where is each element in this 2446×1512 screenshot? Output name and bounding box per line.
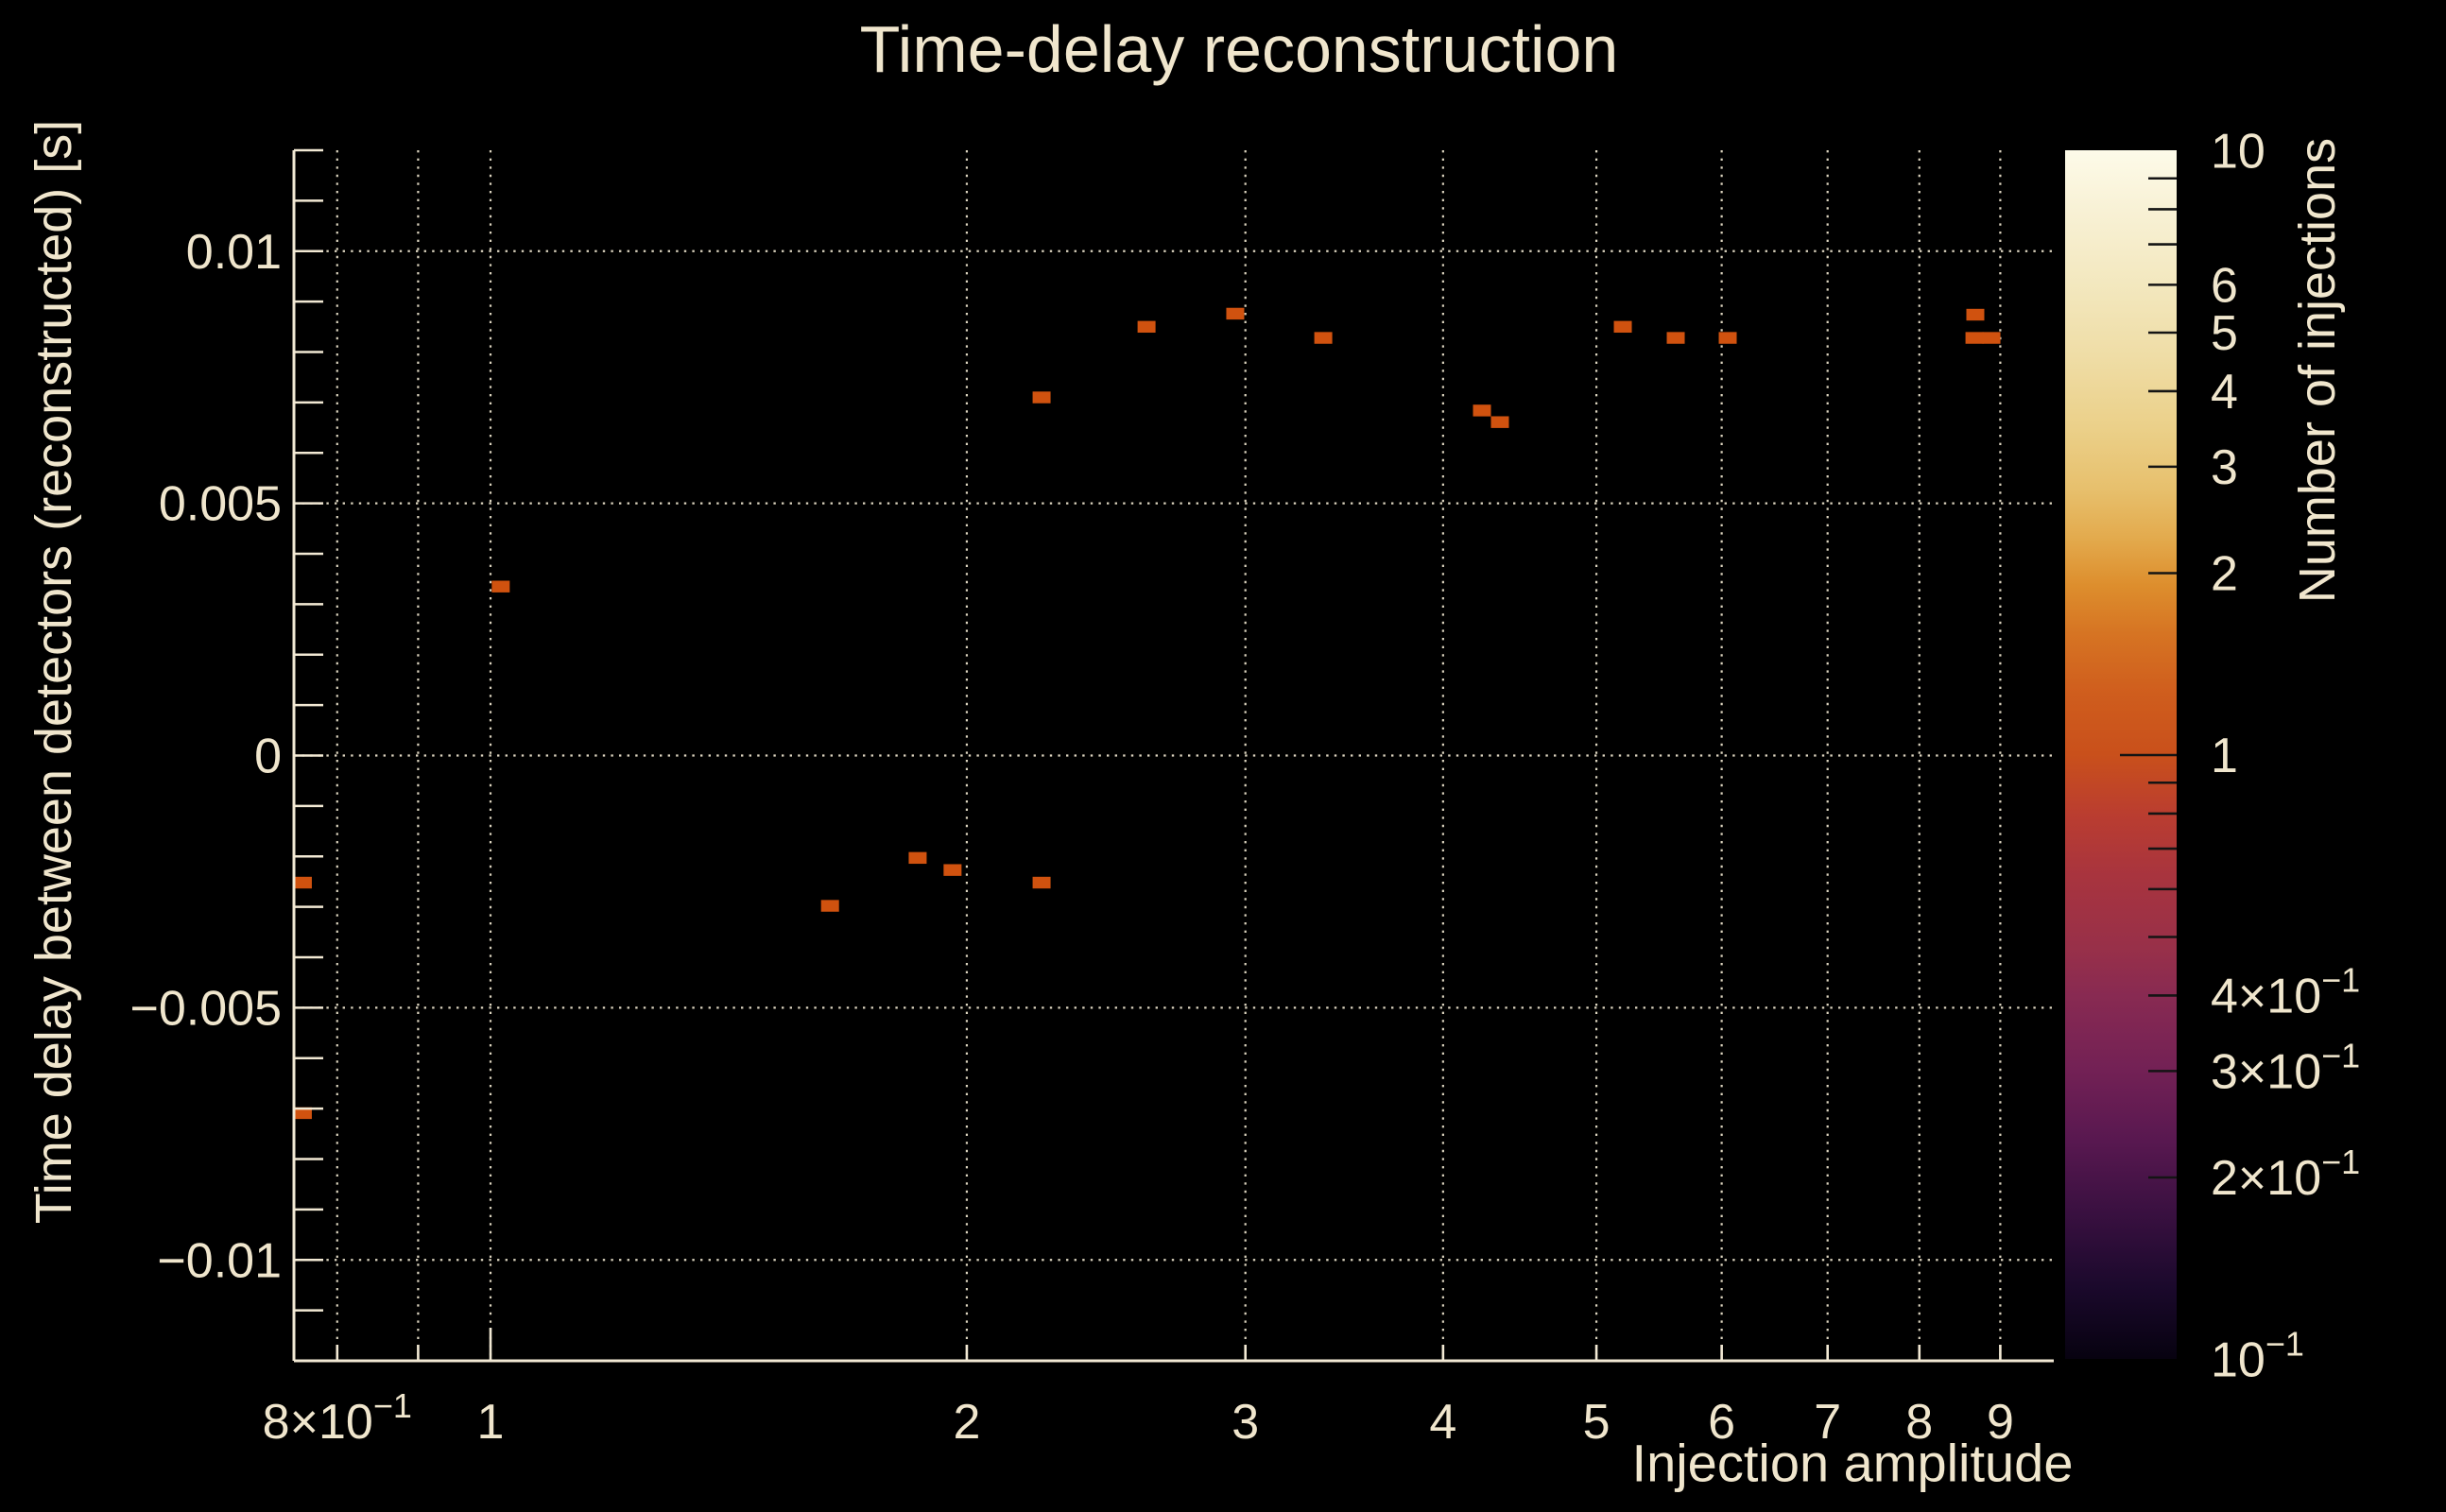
colorbar-tick-label: 1: [2211, 729, 2238, 783]
x-axis-label: Injection amplitude: [1631, 1433, 2074, 1493]
histogram-bin: [908, 851, 927, 865]
x-tick-label: 4: [1429, 1395, 1456, 1450]
histogram-bin: [293, 1107, 312, 1120]
gridlines: [294, 150, 2054, 1361]
colorbar-ticks: [2120, 177, 2177, 1179]
colorbar-tick-label: 4×10−1: [2211, 960, 2360, 1023]
colorbar-tick-label: 6: [2211, 258, 2238, 313]
x-tick-label: 8×10−1: [263, 1386, 412, 1450]
histogram-bin: [1137, 320, 1156, 334]
y-tick-label: 0.01: [186, 225, 282, 280]
x-tick-label: 2: [953, 1395, 980, 1450]
histogram-bin: [1473, 404, 1491, 417]
x-tick-label: 3: [1232, 1395, 1259, 1450]
histogram-bin: [1982, 332, 2001, 344]
y-tick-label: 0.005: [159, 477, 282, 532]
colorbar-tick-label: 5: [2211, 306, 2238, 361]
chart-title: Time-delay reconstruction: [859, 12, 1619, 86]
histogram-bin: [1490, 416, 1509, 428]
colorbar-tick-label: 10−1: [2211, 1325, 2304, 1388]
x-tick-label: 1: [477, 1395, 505, 1450]
colorbar-tick-label: 4: [2211, 365, 2238, 420]
y-tick-label: −0.01: [157, 1233, 282, 1288]
x-tick-label: 9: [1987, 1395, 2014, 1450]
x-tick-label: 7: [1814, 1395, 1841, 1450]
histogram-bin: [1718, 332, 1737, 344]
axes-spines: [292, 150, 2054, 1363]
histogram-bin: [491, 580, 510, 593]
y-axis-label: Time delay between detectors (reconstruc…: [26, 119, 82, 1225]
colorbar-tick-label: 2×10−1: [2211, 1143, 2360, 1206]
histogram-bin: [1966, 308, 1985, 321]
x-tick-label: 6: [1708, 1395, 1735, 1450]
histogram-bin: [1032, 391, 1051, 404]
histogram-bin: [943, 864, 962, 876]
histogram-bin: [820, 900, 839, 912]
y-tick-label: −0.005: [130, 981, 283, 1036]
x-tick-label: 8: [1905, 1395, 1933, 1450]
histogram-bin: [293, 876, 312, 889]
y-tick-label: 0: [254, 730, 282, 784]
histogram-bin: [1314, 332, 1333, 344]
colorbar-tick-label: 3: [2211, 440, 2238, 495]
histogram-bin: [1666, 332, 1685, 344]
histogram-bin: [1613, 320, 1632, 334]
colorbar-tick-label: 2: [2211, 546, 2238, 601]
histogram-bin: [1032, 876, 1051, 889]
colorbar-tick-label: 10: [2211, 125, 2265, 180]
data-points: [293, 307, 2001, 1120]
x-tick-label: 5: [1583, 1395, 1611, 1450]
colorbar: 10 654 3 2 1 4×10−1 3×10−1 2×10−1 10−1: [2065, 125, 2360, 1388]
tick-labels: 0.01 0.005 0 −0.005 −0.01 8×10−1 1 2 3 4 5 6 7 8 9: [130, 225, 2014, 1450]
colorbar-label: Number of injections: [2289, 137, 2346, 604]
histogram-bin: [1226, 307, 1245, 320]
histogram-bin: [1965, 332, 1984, 344]
colorbar-tick-label: 3×10−1: [2211, 1036, 2360, 1099]
